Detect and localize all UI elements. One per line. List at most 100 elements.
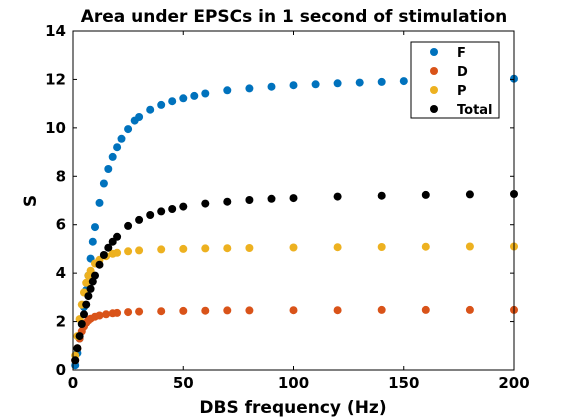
data-point-total: [465, 190, 474, 199]
data-point-f: [179, 94, 188, 103]
data-point-f: [157, 100, 166, 109]
data-point-total: [88, 277, 97, 286]
data-point-f: [377, 77, 386, 86]
data-point-d: [201, 306, 210, 315]
data-point-p: [245, 244, 254, 252]
legend-marker-total: [430, 105, 438, 113]
x-axis-label: DBS frequency (Hz): [199, 398, 386, 418]
data-point-total: [99, 251, 108, 259]
data-point-d: [113, 308, 122, 317]
data-point-total: [95, 260, 104, 269]
data-point-total: [421, 190, 430, 199]
data-point-d: [333, 306, 342, 315]
data-point-total: [135, 215, 144, 224]
data-point-d: [223, 306, 232, 315]
data-point-p: [289, 243, 298, 252]
data-point-d: [421, 305, 430, 314]
data-point-p: [135, 246, 144, 255]
data-point-f: [135, 113, 144, 121]
y-tick-label: 2: [56, 313, 66, 331]
data-point-f: [245, 84, 254, 93]
data-point-f: [108, 152, 117, 161]
data-point-d: [179, 306, 188, 315]
data-point-d: [95, 311, 104, 320]
data-point-f: [311, 80, 320, 89]
data-point-total: [267, 194, 276, 203]
data-point-f: [168, 97, 177, 106]
legend: FDP Total: [410, 41, 500, 119]
data-point-p: [333, 243, 342, 252]
data-point-p: [82, 278, 91, 287]
data-point-total: [82, 300, 91, 309]
data-point-f: [355, 78, 364, 87]
data-point-f: [201, 89, 210, 98]
data-point-total: [377, 191, 386, 200]
y-tick-label: 4: [56, 264, 66, 282]
legend-marker-d: [430, 67, 438, 75]
legend-label-d: D: [457, 65, 468, 80]
x-tick-label: 0: [68, 374, 78, 392]
data-point-f: [88, 237, 97, 246]
legend-label-p: P: [457, 84, 467, 99]
data-point-f: [104, 165, 113, 173]
data-point-d: [102, 310, 111, 319]
legend-label-total: Total: [457, 103, 493, 118]
data-point-total: [157, 207, 166, 216]
data-point-f: [117, 134, 126, 143]
data-point-p: [179, 244, 188, 253]
series-p: [71, 242, 518, 360]
data-point-f: [267, 82, 276, 91]
y-tick-label: 6: [56, 216, 66, 234]
data-point-total: [289, 194, 298, 203]
legend-marker-f: [430, 48, 438, 56]
data-point-d: [465, 305, 474, 314]
data-point-p: [201, 244, 210, 253]
data-point-f: [95, 198, 104, 207]
data-point-f: [124, 125, 133, 134]
y-axis-label: S: [21, 195, 41, 207]
data-point-p: [421, 242, 430, 251]
x-tick-label: 150: [388, 374, 419, 392]
data-point-total: [77, 320, 86, 328]
data-point-f: [399, 77, 408, 86]
data-point-total: [73, 344, 82, 353]
data-point-total: [333, 192, 342, 201]
data-point-d: [377, 305, 386, 314]
data-point-total: [245, 196, 254, 204]
data-point-d: [289, 306, 298, 315]
data-point-p: [124, 247, 133, 256]
x-tick-label: 50: [173, 374, 194, 392]
y-tick-label: 12: [45, 70, 66, 88]
data-point-f: [113, 143, 122, 152]
data-point-total: [201, 199, 210, 208]
data-point-total: [91, 271, 99, 280]
y-tick-label: 0: [56, 361, 66, 379]
legend-label-f: F: [457, 46, 466, 61]
data-point-total: [113, 232, 122, 241]
series-d: [71, 305, 518, 365]
y-tick-label: 8: [56, 167, 66, 185]
data-point-total: [86, 284, 95, 293]
x-tick-label: 100: [278, 374, 309, 392]
data-point-d: [135, 307, 144, 316]
data-point-total: [104, 243, 113, 252]
data-point-f: [146, 105, 155, 114]
data-point-f: [99, 179, 108, 188]
x-tick-label: 200: [498, 374, 529, 392]
data-point-f: [91, 223, 99, 232]
data-point-d: [124, 308, 133, 317]
data-point-f: [333, 79, 342, 88]
data-point-f: [190, 91, 199, 100]
plot-points: [71, 74, 518, 370]
series-total: [71, 190, 518, 365]
data-point-total: [124, 221, 133, 230]
data-point-f: [223, 86, 232, 95]
data-point-d: [245, 306, 254, 315]
chart-title: Area under EPSCs in 1 second of stimulat…: [81, 7, 508, 27]
data-point-p: [113, 248, 122, 257]
data-point-total: [223, 197, 232, 206]
data-point-p: [377, 243, 386, 251]
data-point-p: [223, 244, 232, 253]
data-point-total: [71, 356, 80, 365]
